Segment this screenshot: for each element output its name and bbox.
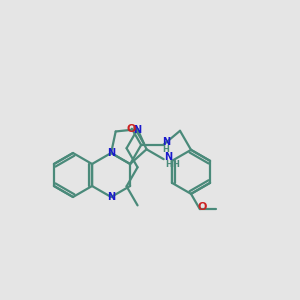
Text: H: H xyxy=(163,146,170,154)
Text: N: N xyxy=(134,125,142,135)
Text: O: O xyxy=(197,202,206,212)
Text: H: H xyxy=(165,160,172,169)
Text: N: N xyxy=(162,137,170,147)
Text: N: N xyxy=(107,148,115,158)
Text: H: H xyxy=(172,160,179,169)
Text: O: O xyxy=(126,124,136,134)
Text: N: N xyxy=(107,192,115,202)
Text: N: N xyxy=(165,152,173,162)
